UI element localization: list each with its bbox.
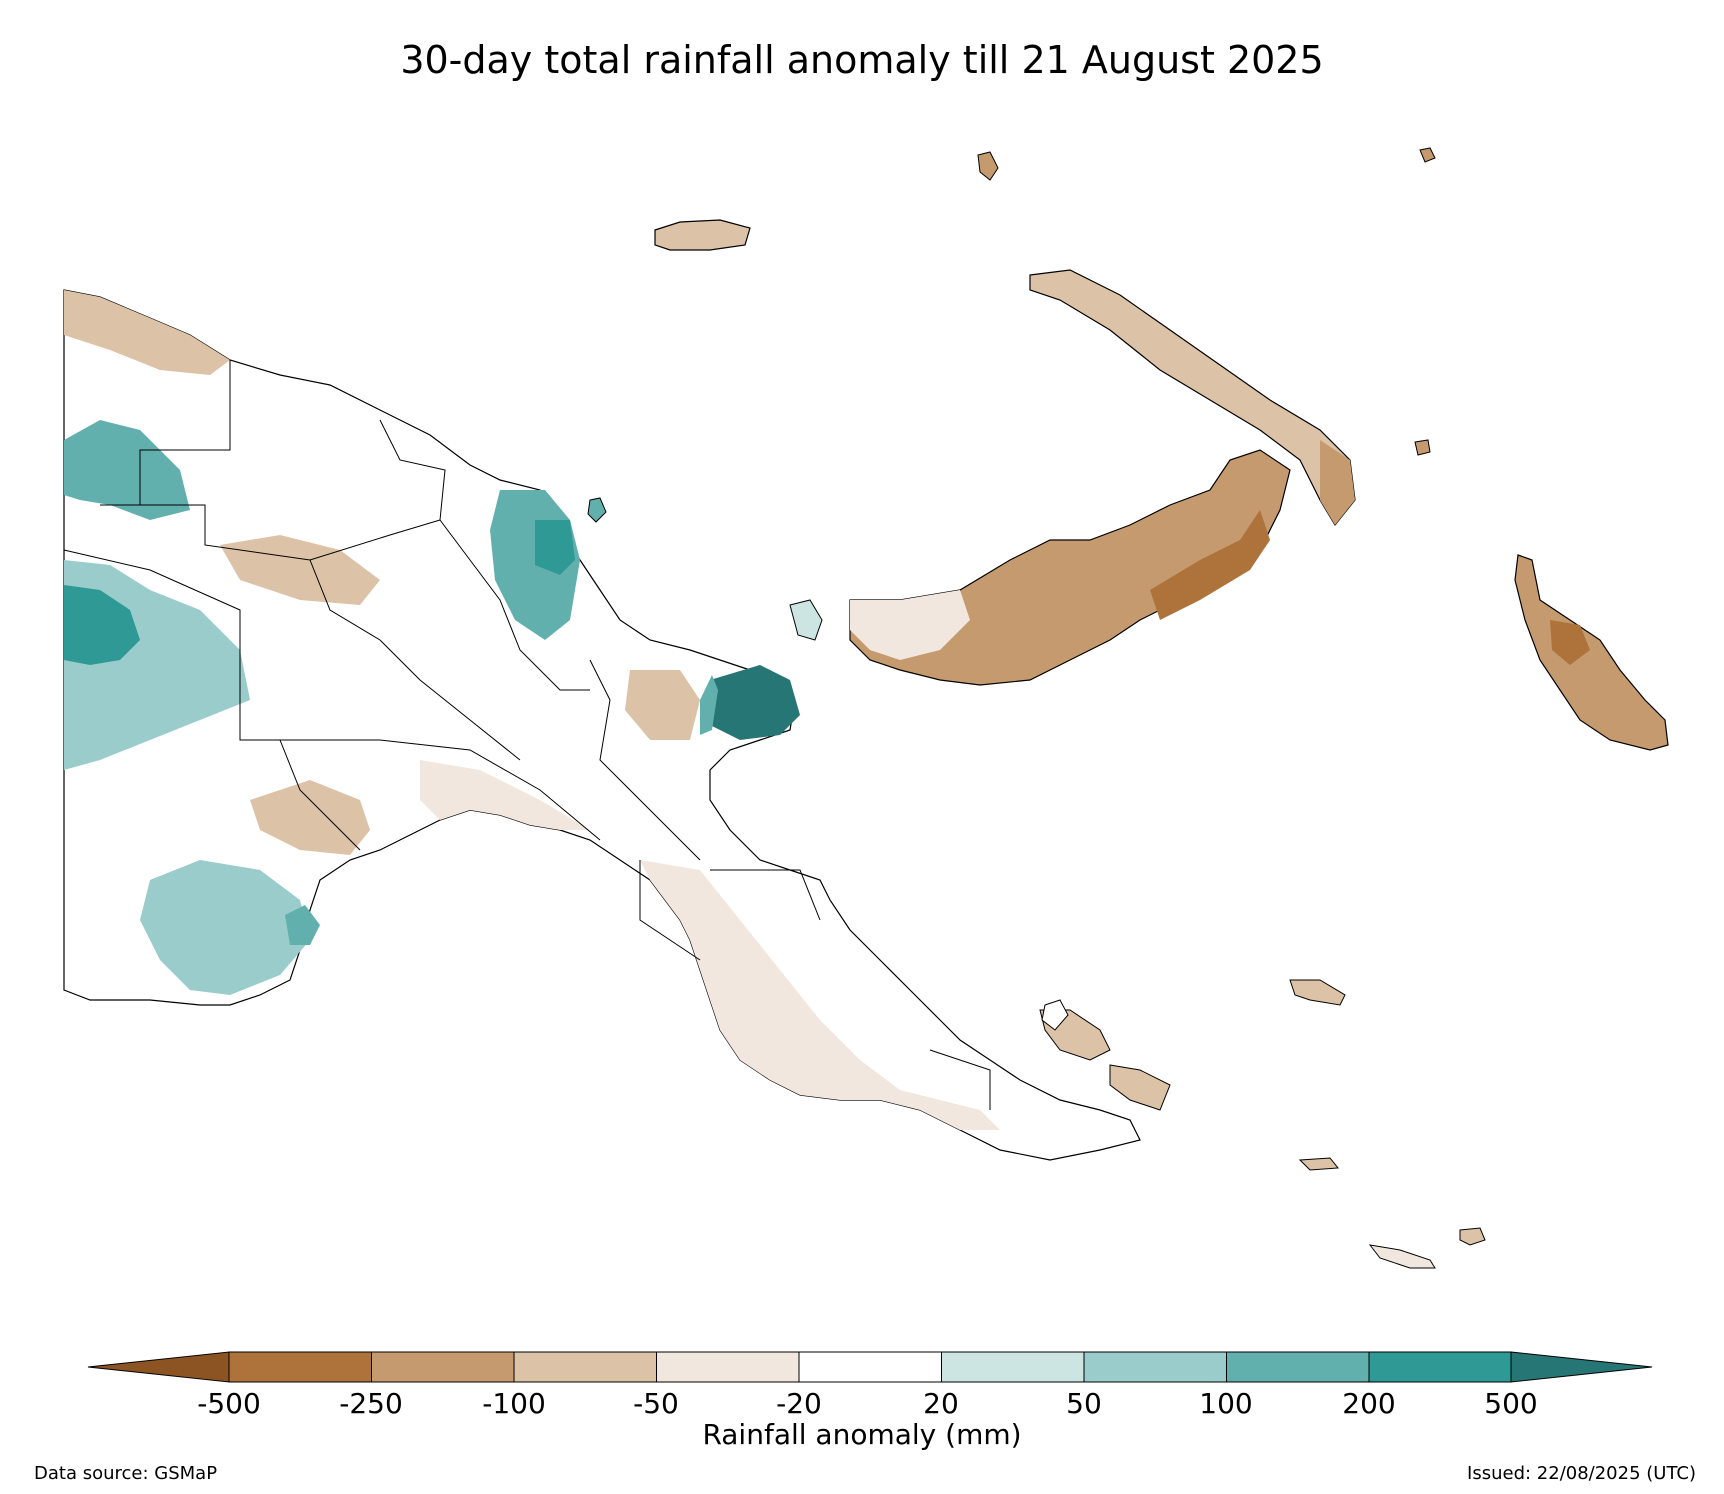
island-misima xyxy=(1298,1157,1339,1171)
island-lihir xyxy=(1414,439,1431,456)
colorbar-bin xyxy=(1083,1351,1227,1383)
colorbar-tick-label: -500 xyxy=(197,1387,261,1420)
boundary-line xyxy=(139,360,231,505)
new-britain-west-mild xyxy=(850,590,970,660)
new-ireland-south xyxy=(1320,440,1355,525)
colorbar-tick-label: 500 xyxy=(1484,1387,1538,1420)
huon-extreme xyxy=(710,665,800,740)
colorbar-bin xyxy=(228,1351,372,1383)
bougainville-strong xyxy=(1550,620,1590,665)
south-fly-anomaly xyxy=(140,860,310,995)
manus-island xyxy=(654,219,751,251)
colorbar-bin xyxy=(1368,1351,1512,1383)
island-long xyxy=(789,599,823,641)
data-source: Data source: GSMaP xyxy=(34,1463,218,1484)
colorbar-label: Rainfall anomaly (mm) xyxy=(702,1418,1022,1451)
new-ireland-outline xyxy=(1029,269,1356,527)
colorbar-bin xyxy=(656,1351,800,1383)
boundary-line xyxy=(63,549,601,841)
boundary-line xyxy=(439,519,590,691)
madang-strong xyxy=(535,520,575,575)
colorbar xyxy=(87,1351,1653,1383)
colorbar-bin xyxy=(941,1351,1085,1383)
island-rossel xyxy=(1459,1227,1486,1246)
new-ireland xyxy=(1029,269,1356,527)
boundary-line xyxy=(279,739,361,851)
colorbar-tick-label: -250 xyxy=(339,1387,403,1420)
morobe-negative xyxy=(625,670,700,740)
boundary-line xyxy=(929,1049,991,1110)
boundary-line xyxy=(100,419,446,561)
sandaun-negative xyxy=(64,290,230,375)
colorbar-bin xyxy=(798,1351,942,1383)
mainland-outline xyxy=(63,289,1141,1161)
colorbar-extend-low xyxy=(87,1351,230,1383)
huon-surround xyxy=(700,675,718,735)
boundary-line xyxy=(589,659,701,861)
colorbar-tick-label: 200 xyxy=(1342,1387,1396,1420)
island-goodenough xyxy=(1041,999,1069,1031)
colorbar-tick-label: -50 xyxy=(633,1387,679,1420)
colorbar-extend-high xyxy=(1510,1351,1653,1383)
boundary-line xyxy=(309,559,521,761)
colorbar-tick-label: 50 xyxy=(1066,1387,1102,1420)
map-title: 30-day total rainfall anomaly till 21 Au… xyxy=(400,38,1324,82)
bougainville-outline xyxy=(1514,554,1669,751)
papuan-peninsula-slight-negative xyxy=(640,860,1000,1130)
new-britain-east-strong xyxy=(1150,510,1270,620)
central-slight-negative xyxy=(420,760,590,830)
new-britain xyxy=(849,449,1291,686)
colorbar-tick-label: -100 xyxy=(482,1387,546,1420)
colorbar-tick-label: 100 xyxy=(1199,1387,1253,1420)
colorbar-bin xyxy=(513,1351,657,1383)
colorbar-tick-label: 20 xyxy=(923,1387,959,1420)
island-karkar xyxy=(587,497,607,523)
island-north-1 xyxy=(977,151,999,181)
colorbar-tick-label: -20 xyxy=(776,1387,822,1420)
island-mussau xyxy=(1419,147,1436,163)
colorbar-bin xyxy=(1226,1351,1370,1383)
mainland xyxy=(63,289,1141,1161)
island-sudest xyxy=(1368,1244,1436,1269)
island-woodlark xyxy=(1289,979,1346,1006)
boundary-line xyxy=(710,869,821,921)
western-north-anomaly xyxy=(64,420,190,520)
issued-date: Issued: 22/08/2025 (UTC) xyxy=(1467,1463,1696,1484)
western-strong-anomaly xyxy=(64,585,140,665)
island-fergusson xyxy=(1109,1064,1171,1111)
colorbar-bin xyxy=(371,1351,515,1383)
boundary-line xyxy=(639,860,701,961)
province-boundaries xyxy=(63,360,991,1110)
south-fly-strong xyxy=(285,905,320,945)
bougainville xyxy=(1514,554,1669,751)
gulf-negative xyxy=(250,780,370,855)
